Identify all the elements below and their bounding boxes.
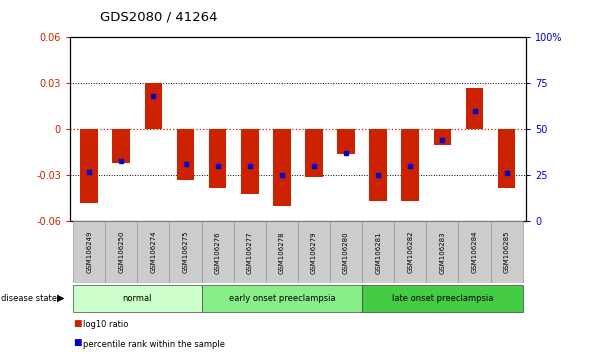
Bar (241, 129, 258, 194)
Bar (145, 83, 162, 129)
Bar (233, 221, 266, 283)
Bar (498, 129, 516, 188)
Text: GSM106250: GSM106250 (119, 231, 124, 274)
Text: GSM106274: GSM106274 (150, 231, 156, 274)
Bar (209, 129, 226, 188)
Text: GSM106280: GSM106280 (343, 231, 349, 274)
Bar (170, 221, 202, 283)
Bar (112, 129, 130, 163)
Bar (426, 221, 458, 283)
Bar (137, 221, 170, 283)
Bar (177, 129, 195, 180)
Text: GSM106249: GSM106249 (86, 231, 92, 274)
Bar (266, 221, 298, 283)
Text: percentile rank within the sample: percentile rank within the sample (83, 340, 226, 349)
Bar (337, 129, 355, 154)
Text: ■: ■ (74, 338, 82, 347)
Text: GSM106275: GSM106275 (182, 231, 188, 274)
Text: log10 ratio: log10 ratio (83, 320, 129, 329)
Bar (491, 221, 523, 283)
Bar (105, 221, 137, 283)
Text: GSM106277: GSM106277 (247, 231, 253, 274)
Bar (202, 221, 233, 283)
Text: GDS2080 / 41264: GDS2080 / 41264 (100, 10, 218, 23)
Bar (202, 285, 362, 312)
Bar (401, 129, 419, 201)
Bar (466, 88, 483, 129)
Text: GSM106285: GSM106285 (503, 231, 510, 274)
Text: ▶: ▶ (57, 293, 64, 303)
Bar (434, 129, 451, 144)
Text: normal: normal (123, 294, 152, 303)
Text: disease state: disease state (1, 294, 57, 303)
Text: ■: ■ (74, 319, 82, 327)
Text: GSM106278: GSM106278 (279, 231, 285, 274)
Text: early onset preeclampsia: early onset preeclampsia (229, 294, 335, 303)
Bar (273, 129, 291, 206)
Text: GSM106279: GSM106279 (311, 231, 317, 274)
Bar (370, 129, 387, 201)
Bar (458, 221, 491, 283)
Text: GSM106284: GSM106284 (472, 231, 477, 274)
Text: GSM106281: GSM106281 (375, 231, 381, 274)
Bar (73, 221, 105, 283)
Text: GSM106276: GSM106276 (215, 231, 221, 274)
Bar (298, 221, 330, 283)
Bar (394, 221, 426, 283)
Text: GSM106283: GSM106283 (440, 231, 446, 274)
Bar (73, 285, 202, 312)
Bar (80, 129, 98, 203)
Bar (362, 285, 523, 312)
Text: late onset preeclampsia: late onset preeclampsia (392, 294, 493, 303)
Bar (330, 221, 362, 283)
Bar (362, 221, 394, 283)
Text: GSM106282: GSM106282 (407, 231, 413, 274)
Bar (305, 129, 323, 177)
